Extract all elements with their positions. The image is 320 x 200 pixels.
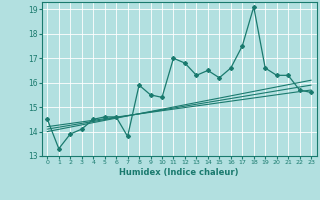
X-axis label: Humidex (Indice chaleur): Humidex (Indice chaleur): [119, 168, 239, 177]
